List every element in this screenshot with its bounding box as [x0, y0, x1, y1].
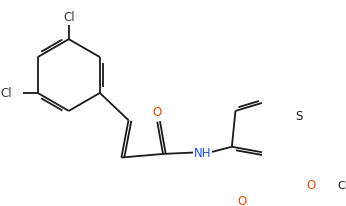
Text: S: S — [295, 109, 302, 122]
Text: CH₃: CH₃ — [338, 180, 346, 190]
Text: Cl: Cl — [63, 11, 75, 23]
Text: NH: NH — [194, 146, 211, 159]
Text: O: O — [153, 106, 162, 118]
Text: O: O — [237, 194, 246, 206]
Text: O: O — [307, 178, 316, 191]
Text: Cl: Cl — [0, 87, 12, 100]
